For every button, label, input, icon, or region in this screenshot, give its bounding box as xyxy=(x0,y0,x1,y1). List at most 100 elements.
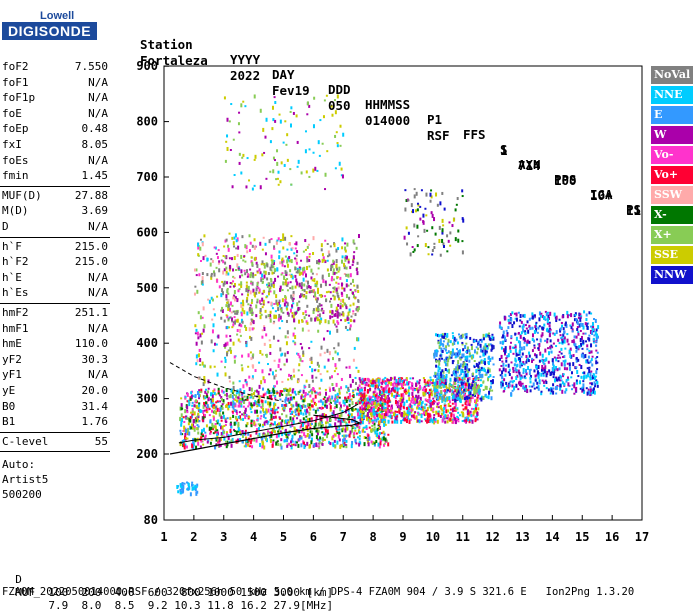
echo-point xyxy=(560,348,562,351)
echo-point xyxy=(306,305,308,308)
echo-point xyxy=(508,319,510,322)
echo-point xyxy=(331,106,333,108)
echo-point xyxy=(278,250,280,253)
echo-point xyxy=(323,398,325,400)
echo-point xyxy=(521,347,523,351)
echo-point xyxy=(353,251,355,253)
echo-point xyxy=(188,402,190,406)
echo-point xyxy=(234,402,236,405)
echo-point xyxy=(301,282,303,286)
echo-point xyxy=(282,264,284,267)
echo-point xyxy=(477,407,479,410)
echo-point xyxy=(318,401,320,403)
echo-point xyxy=(194,324,196,327)
echo-point xyxy=(514,363,516,365)
echo-point xyxy=(230,339,232,342)
echo-point xyxy=(438,341,440,344)
echo-point xyxy=(435,386,437,389)
echo-point xyxy=(190,426,192,429)
echo-point xyxy=(225,441,227,443)
echo-point xyxy=(281,274,283,276)
echo-point xyxy=(282,281,284,285)
echo-point xyxy=(250,402,252,406)
echo-point xyxy=(350,305,352,307)
echo-point xyxy=(337,144,339,147)
echo-point xyxy=(188,483,190,487)
echo-point xyxy=(269,368,271,371)
echo-point xyxy=(237,319,239,323)
echo-point xyxy=(580,323,582,327)
echo-point xyxy=(311,400,313,403)
echo-point xyxy=(256,410,258,414)
echo-point xyxy=(552,388,554,390)
echo-point xyxy=(194,428,196,432)
echo-point xyxy=(221,416,223,419)
echo-point xyxy=(310,276,312,279)
x-tick-label: 15 xyxy=(575,530,589,544)
echo-point xyxy=(548,361,550,364)
echo-point xyxy=(383,423,385,427)
echo-point xyxy=(312,387,314,391)
echo-point xyxy=(207,404,209,408)
echo-point xyxy=(356,432,358,434)
echo-point xyxy=(202,242,204,246)
echo-point xyxy=(383,389,385,393)
echo-point xyxy=(323,115,325,118)
echo-point xyxy=(518,332,520,334)
echo-point xyxy=(455,208,457,211)
echo-point xyxy=(300,260,302,262)
echo-point xyxy=(213,415,215,417)
echo-point xyxy=(371,420,373,422)
echo-point xyxy=(231,237,233,240)
echo-point xyxy=(329,351,331,355)
echo-point xyxy=(478,341,480,343)
echo-point xyxy=(294,342,296,344)
echo-point xyxy=(540,338,542,342)
echo-point xyxy=(385,438,387,442)
echo-point xyxy=(327,359,329,362)
echo-point xyxy=(465,406,467,409)
echo-point xyxy=(567,363,569,365)
echo-point xyxy=(308,330,310,332)
echo-point xyxy=(216,267,218,269)
echo-point xyxy=(342,174,344,178)
echo-point xyxy=(274,159,276,161)
echo-point xyxy=(579,364,581,366)
echo-point xyxy=(532,316,534,320)
echo-point xyxy=(348,261,350,264)
echo-point xyxy=(537,332,539,334)
echo-point xyxy=(273,315,275,319)
echo-point xyxy=(397,388,399,390)
echo-point xyxy=(463,362,465,366)
echo-point xyxy=(367,415,369,417)
echo-point xyxy=(369,419,371,423)
echo-point xyxy=(296,441,298,443)
echo-point xyxy=(320,304,322,306)
echo-point xyxy=(244,261,246,263)
echo-point xyxy=(247,303,249,305)
echo-point xyxy=(197,432,199,435)
echo-point xyxy=(584,354,586,358)
echo-point xyxy=(181,482,183,486)
echo-point xyxy=(204,432,206,434)
echo-point xyxy=(246,344,248,347)
echo-point xyxy=(286,445,288,448)
echo-point xyxy=(356,337,358,341)
echo-point xyxy=(194,394,196,398)
echo-point xyxy=(359,431,361,434)
echo-point xyxy=(388,405,390,407)
echo-point xyxy=(245,381,247,383)
echo-point xyxy=(315,403,317,406)
echo-point xyxy=(539,379,541,382)
echo-point xyxy=(452,385,454,387)
echo-point xyxy=(238,396,240,399)
echo-point xyxy=(348,297,350,300)
echo-point xyxy=(302,267,304,271)
echo-point xyxy=(337,94,339,98)
echo-point xyxy=(279,393,281,397)
echo-point xyxy=(286,341,288,345)
echo-point xyxy=(306,442,308,446)
echo-point xyxy=(241,364,243,366)
echo-point xyxy=(279,180,281,183)
echo-point xyxy=(336,383,338,387)
